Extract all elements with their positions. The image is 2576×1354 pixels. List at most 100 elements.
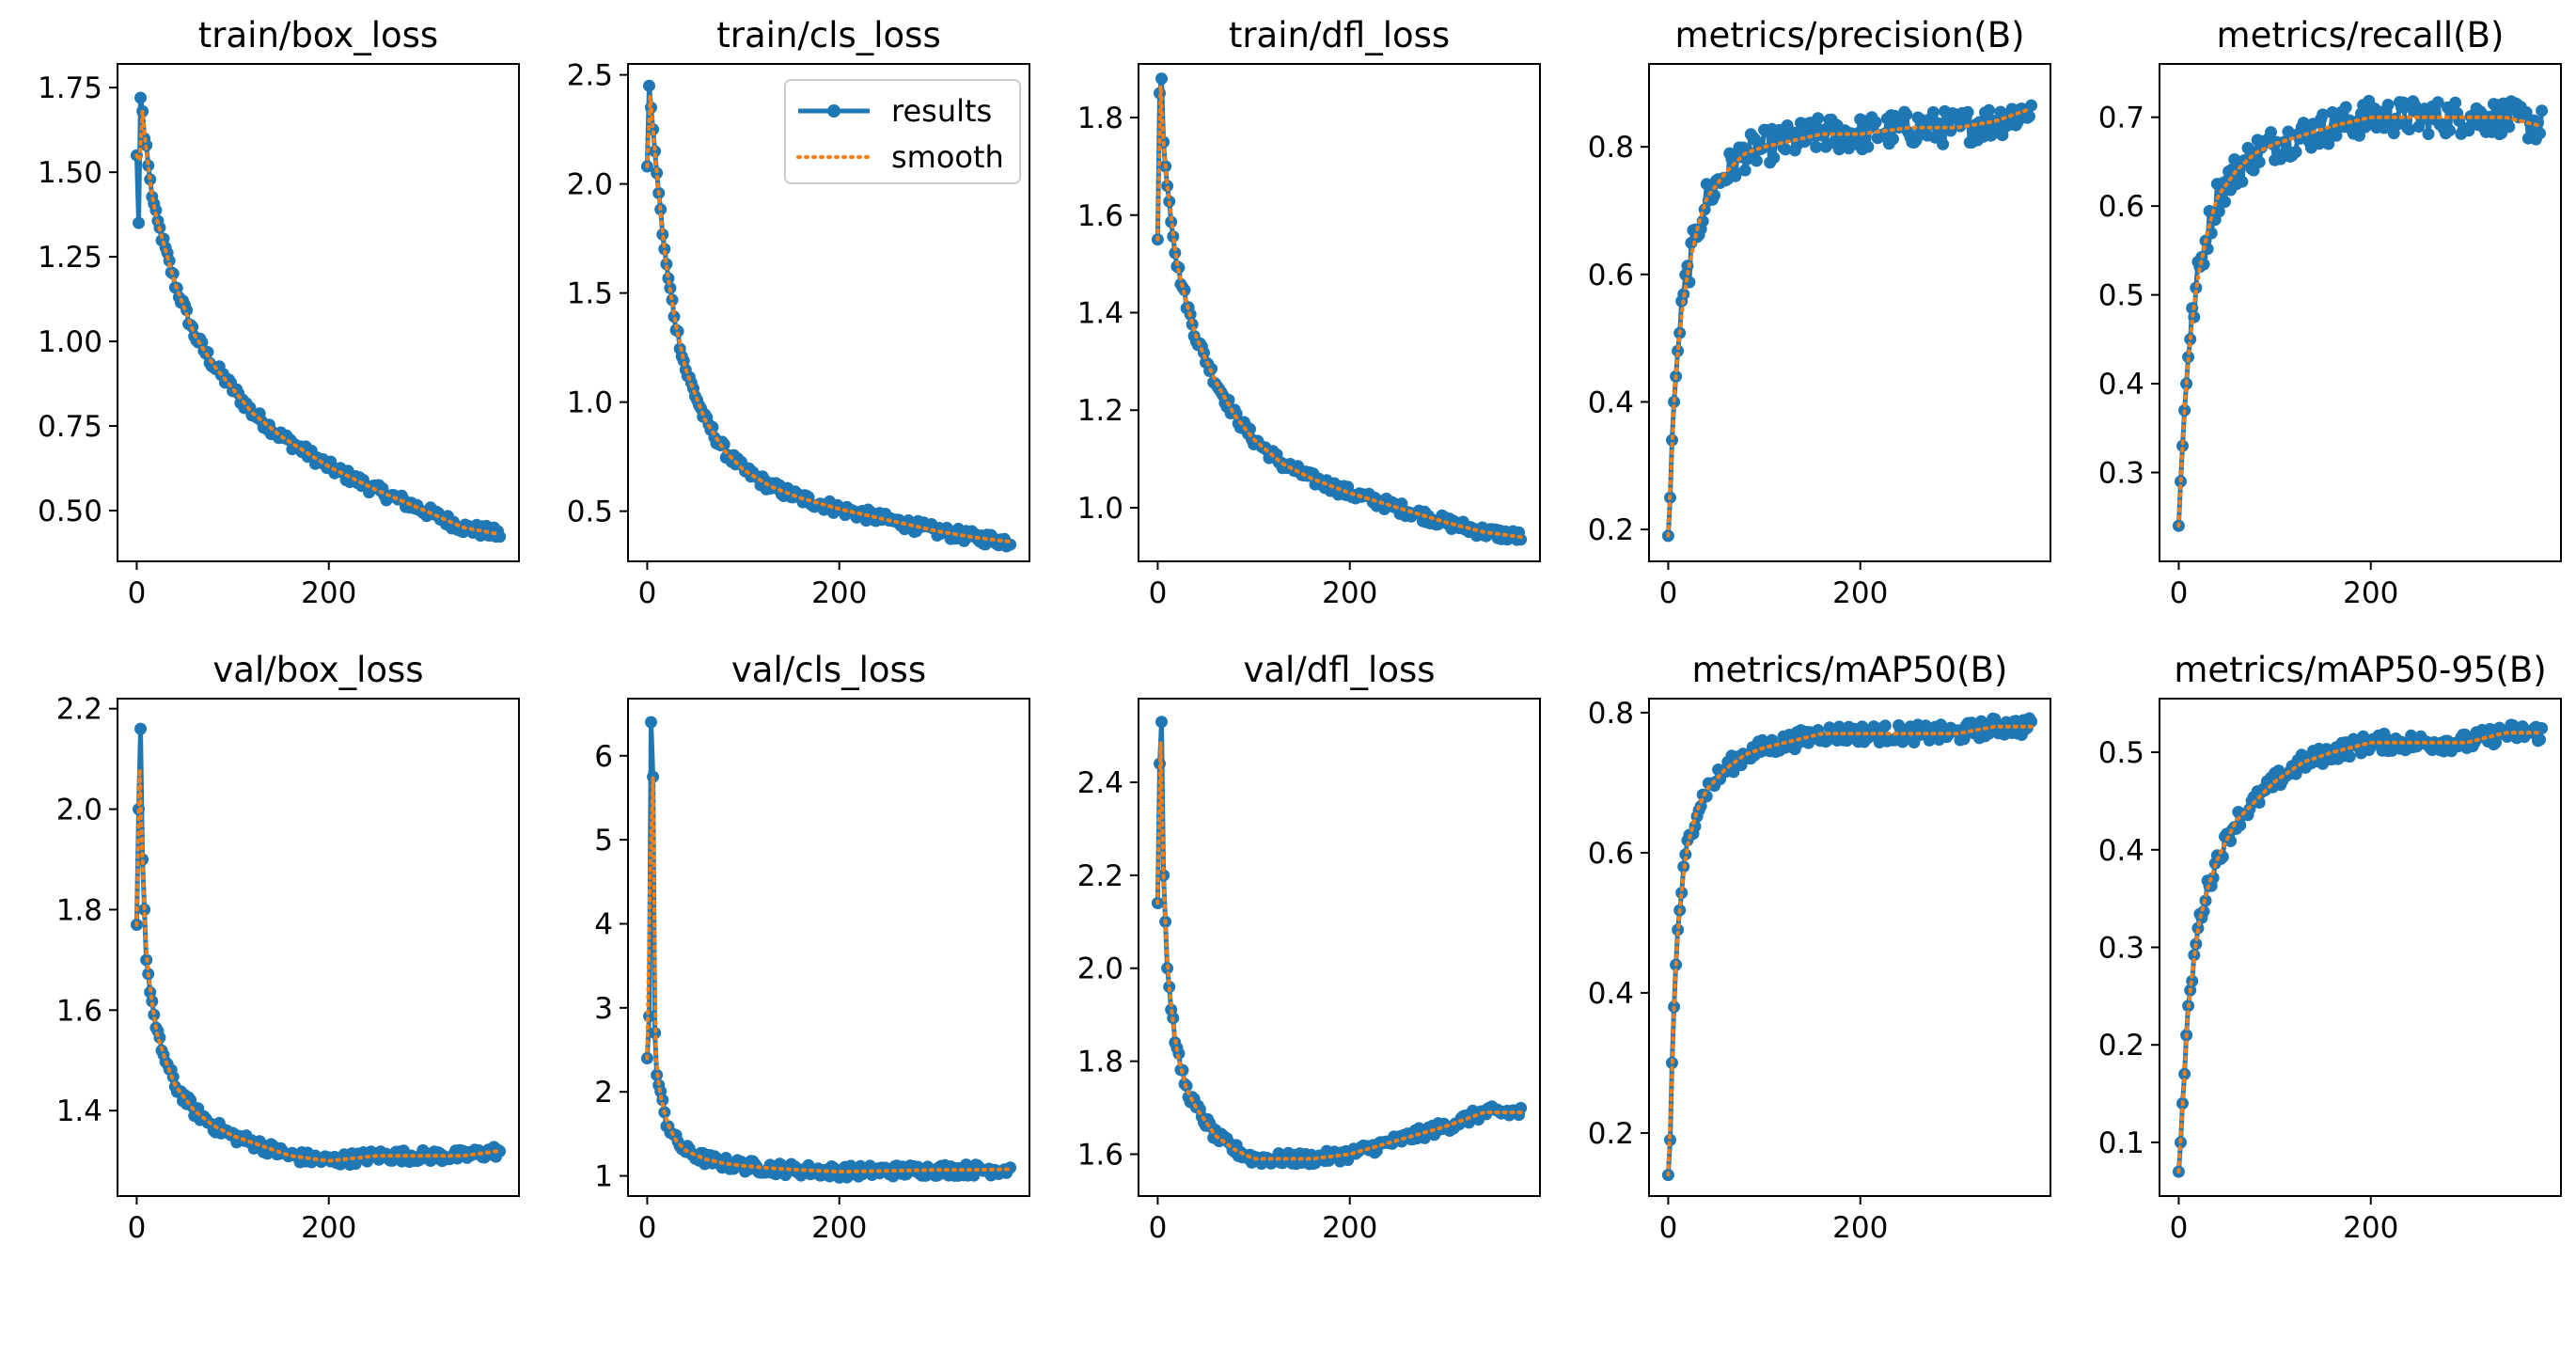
results-point (1666, 433, 1678, 447)
results-point (1926, 105, 1940, 118)
results-point (2212, 205, 2225, 218)
chart-panel: metrics/precision(B) 0 200 0.2 0.4 0.6 0.8 (1588, 15, 2051, 610)
chart-panel: val/cls_loss 0 200 1 2 3 4 5 6 (594, 650, 1030, 1245)
y-tick-label: 0.2 (2098, 1029, 2144, 1063)
plot-area (2172, 94, 2549, 532)
results-point (2322, 137, 2335, 150)
y-tick-label: 1.8 (1077, 102, 1123, 135)
chart-panel: metrics/mAP50(B) 0 200 0.2 0.4 0.6 0.8 (1588, 650, 2051, 1245)
results-point (2253, 796, 2266, 809)
results-point (1672, 923, 1685, 937)
y-tick-label: 6 (594, 740, 613, 774)
y-tick-label: 1.8 (56, 893, 102, 927)
y-tick-label: 1.00 (38, 325, 102, 359)
results-point (2520, 106, 2533, 118)
chart-panel: metrics/recall(B) 0 200 0.3 0.4 0.5 0.6 0.7 (2098, 15, 2562, 610)
results-point (2265, 126, 2277, 139)
results-point (2381, 99, 2395, 111)
results-point (1900, 108, 1913, 121)
results-point (2449, 96, 2462, 109)
y-tick-label: 1.0 (1077, 492, 1123, 526)
results-point (656, 228, 669, 241)
results-point (2289, 146, 2302, 158)
y-tick-label: 1.5 (567, 277, 613, 311)
results-point (1937, 137, 1950, 150)
y-tick-label: 2.4 (1077, 766, 1123, 800)
results-point (1738, 164, 1751, 177)
results-point (649, 145, 662, 158)
results-point (2534, 127, 2546, 140)
y-tick-label: 1.0 (567, 386, 613, 420)
plot-frame (117, 698, 520, 1197)
y-tick-label: 2.2 (1077, 859, 1123, 893)
results-point (2343, 750, 2356, 764)
y-tick-label: 1.75 (38, 71, 102, 105)
results-point (2422, 128, 2435, 140)
results-point (1664, 1133, 1676, 1146)
y-tick-label: 0.8 (1588, 131, 1634, 165)
y-tick-label: 3 (594, 992, 613, 1026)
results-point (1961, 105, 1974, 118)
results-point (494, 530, 507, 543)
results-point (2282, 125, 2295, 138)
x-tick-label: 200 (301, 1211, 356, 1245)
results-point (1675, 887, 1689, 899)
smooth-series-line (1155, 86, 1523, 540)
results-point (645, 716, 657, 729)
x-tick-label: 200 (1322, 1211, 1377, 1245)
results-point (2205, 227, 2218, 240)
legend-results-marker (827, 104, 840, 118)
results-point (643, 79, 655, 92)
smooth-series-line (2176, 115, 2544, 528)
results-point (1167, 230, 1180, 243)
results-point (133, 216, 145, 229)
y-tick-label: 0.1 (2098, 1126, 2144, 1160)
results-point (2503, 120, 2516, 134)
results-point (1869, 116, 1882, 129)
results-point (134, 91, 147, 104)
plot-area (1661, 712, 2038, 1182)
results-point (1672, 344, 1685, 357)
y-tick-label: 0.50 (38, 495, 102, 528)
results-point (1878, 719, 1892, 732)
y-tick-label: 1.25 (38, 241, 102, 275)
y-tick-label: 0.75 (38, 410, 102, 444)
y-tick-label: 0.3 (2098, 457, 2144, 491)
y-tick-label: 1.8 (1077, 1046, 1123, 1079)
y-tick-label: 4 (594, 907, 613, 941)
y-tick-label: 1.4 (56, 1094, 102, 1128)
plot-frame (2159, 698, 2562, 1197)
results-point (2536, 722, 2549, 734)
y-tick-label: 0.3 (2098, 932, 2144, 966)
plot-frame (627, 698, 1030, 1197)
y-tick-label: 5 (594, 824, 613, 858)
chart-title: val/box_loss (212, 650, 423, 690)
results-point (1165, 215, 1178, 228)
results-point (2443, 124, 2456, 137)
smooth-series-line (134, 768, 502, 1163)
results-point (2532, 117, 2544, 129)
plot-area (130, 722, 507, 1172)
y-tick-label: 0.2 (1588, 513, 1634, 547)
plot-area (1661, 99, 2038, 543)
x-tick-label: 0 (1659, 1211, 1678, 1245)
results-point (2025, 715, 2038, 728)
x-tick-label: 200 (2343, 576, 2398, 610)
y-tick-label: 0.4 (1588, 977, 1634, 1011)
results-point (1887, 133, 1899, 146)
chart-title: train/dfl_loss (1229, 15, 1450, 55)
smooth-series-line (1666, 106, 2034, 538)
plot-frame (1648, 63, 2051, 562)
x-tick-label: 200 (301, 576, 356, 610)
x-tick-label: 0 (638, 1211, 657, 1245)
chart-title: val/cls_loss (731, 650, 926, 690)
results-point (1155, 716, 1168, 729)
plot-area (2172, 718, 2549, 1178)
y-tick-label: 2.0 (56, 794, 102, 827)
results-point (660, 258, 673, 271)
plot-area (130, 91, 507, 543)
results-point (677, 354, 690, 368)
results-point (2234, 819, 2247, 831)
y-tick-label: 1.2 (1077, 394, 1123, 428)
